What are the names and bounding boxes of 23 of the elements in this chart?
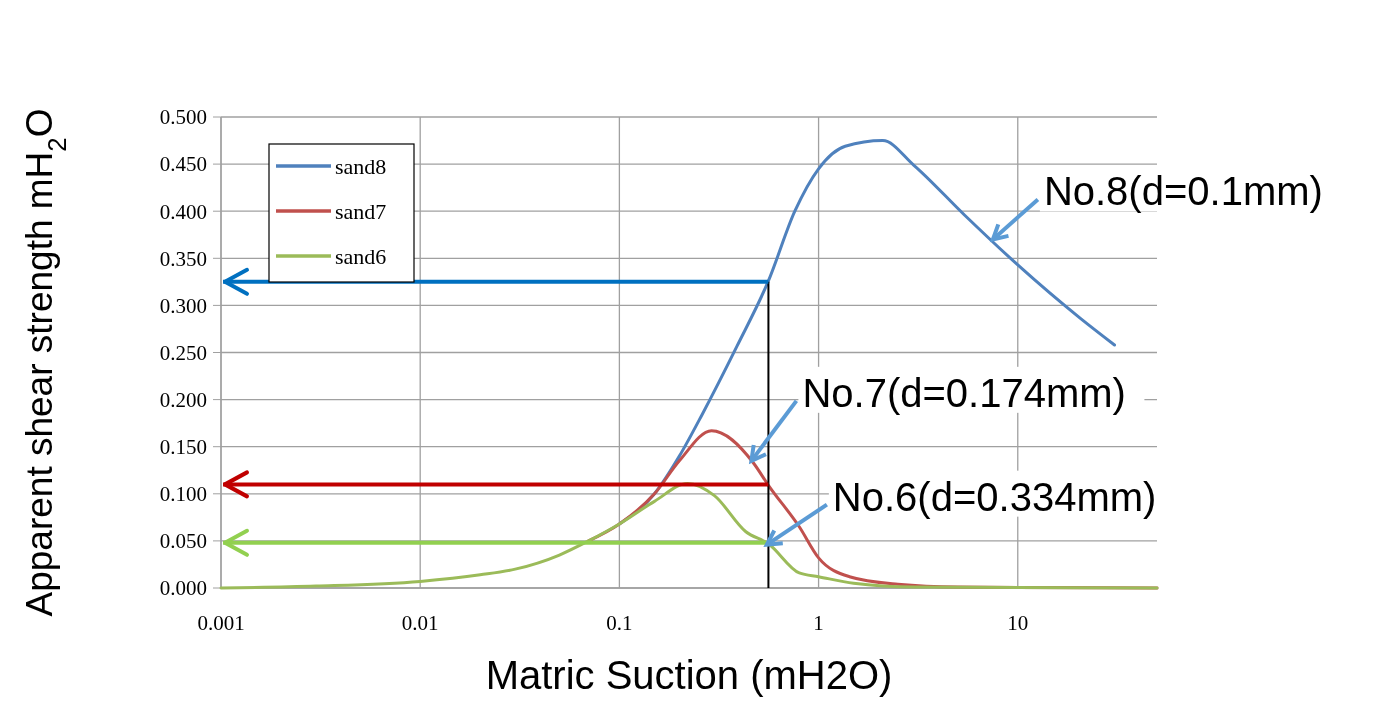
y-tick-label: 0.400	[159, 199, 207, 224]
y-tick-label: 0.350	[159, 246, 207, 271]
x-tick-label: 10	[1007, 611, 1029, 635]
y-tick-label: 0.000	[159, 576, 207, 601]
y-tick-label: 0.250	[159, 340, 207, 365]
legend-label: sand8	[335, 153, 387, 179]
y-tick-label: 0.200	[159, 387, 207, 412]
y-tick-label: 0.150	[159, 435, 207, 460]
legend-label: sand7	[335, 198, 387, 224]
annotation: No.7(d=0.174mm)	[802, 370, 1126, 415]
annotation: No.8(d=0.1mm)	[1043, 169, 1323, 214]
y-tick-label: 0.500	[159, 105, 207, 130]
x-tick-label: 0.01	[401, 611, 439, 635]
y-tick-label: 0.100	[159, 482, 207, 507]
x-tick-label: 0.001	[197, 611, 245, 635]
x-axis-title: Matric Suction (mH2O)	[485, 653, 893, 697]
x-tick-label: 1	[813, 611, 824, 635]
annotation: No.6(d=0.334mm)	[832, 474, 1157, 519]
legend-label: sand6	[335, 243, 387, 269]
y-tick-label: 0.300	[159, 293, 207, 318]
x-tick-label: 0.1	[606, 611, 633, 635]
y-tick-label: 0.450	[159, 152, 207, 177]
y-tick-label: 0.050	[159, 529, 207, 554]
